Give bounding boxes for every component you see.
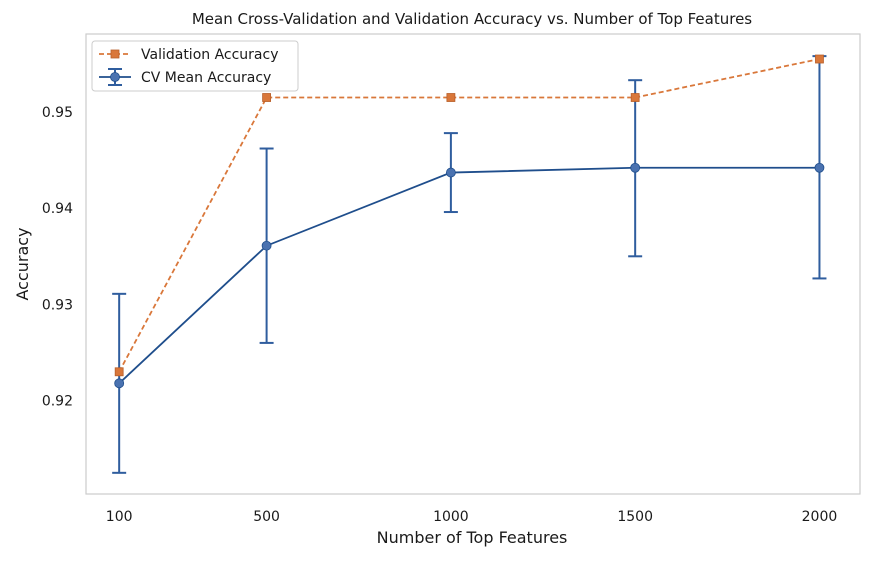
legend-entry-cv: CV Mean Accuracy [99, 68, 271, 86]
y-axis-ticks: 0.92 0.93 0.94 0.95 [42, 105, 73, 410]
legend-label-validation: Validation Accuracy [141, 47, 279, 63]
y-tick-label: 0.92 [42, 394, 73, 410]
plot-area-frame [85, 33, 861, 495]
x-tick-label: 2000 [802, 509, 838, 525]
y-tick-label: 0.93 [42, 297, 73, 313]
x-tick-label: 500 [253, 509, 280, 525]
legend-marker-cv [110, 72, 120, 82]
line-validation-accuracy [118, 58, 820, 373]
cv-point [445, 167, 456, 178]
x-tick-label: 100 [106, 509, 133, 525]
cv-point [261, 240, 272, 251]
cv-point [114, 378, 125, 389]
validation-point [446, 93, 456, 102]
legend-box [91, 40, 299, 92]
x-axis-label: Number of Top Features [377, 528, 568, 547]
legend: Validation Accuracy CV Mean Accuracy [91, 40, 299, 92]
x-tick-label: 1500 [617, 509, 653, 525]
y-axis-label: Accuracy [13, 227, 32, 300]
x-tick-label: 1000 [433, 509, 469, 525]
y-tick-label: 0.94 [42, 201, 73, 217]
validation-point [114, 367, 124, 377]
legend-entry-validation: Validation Accuracy [99, 47, 279, 63]
series-validation-accuracy [114, 54, 824, 377]
cv-point [630, 162, 641, 173]
x-axis-ticks: 100 500 1000 1500 2000 [106, 509, 837, 525]
validation-point [815, 54, 824, 64]
cv-point [814, 162, 825, 173]
validation-point [262, 93, 272, 102]
validation-point [630, 93, 640, 102]
chart-title: Mean Cross-Validation and Validation Acc… [192, 10, 752, 28]
line-cv-mean-accuracy [118, 166, 820, 384]
legend-marker-validation [110, 49, 120, 59]
y-tick-label: 0.95 [42, 105, 73, 121]
legend-label-cv: CV Mean Accuracy [141, 70, 271, 86]
series-layer [112, 54, 827, 474]
series-cv-mean-accuracy [112, 55, 827, 474]
